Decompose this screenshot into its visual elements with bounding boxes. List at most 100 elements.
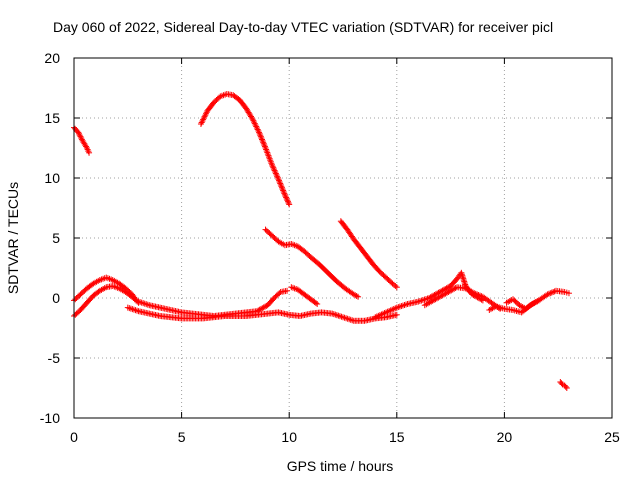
data-point [86,149,93,156]
data-point-interp [558,380,565,387]
data-point [286,201,293,208]
data-point-interp [548,289,555,296]
data-point-interp [277,181,284,188]
x-axis-ticks: 0 5 10 15 20 25 [70,58,620,445]
y-axis-label: SDTVAR / TECUs [5,182,21,294]
data-point-interp [272,169,279,175]
data-point [281,191,288,198]
data-point-interp [253,125,260,131]
data-point-interp [261,142,268,149]
data-point-interp [259,136,266,143]
data-point-interp [258,135,265,142]
data-point-interp [283,194,290,201]
data-point-interp [283,195,290,202]
data-point-interp [280,187,287,194]
plot-frame [73,57,613,419]
data-point-interp [261,143,268,150]
data-point-interp [201,113,208,120]
data-point-interp [76,132,83,139]
data-point-interp [392,283,399,289]
data-point-interp [76,130,83,137]
data-point-interp [279,186,286,193]
y-tick-label: 0 [52,290,60,306]
x-axis-label: GPS time / hours [287,458,394,474]
y-tick-label: 15 [44,110,60,126]
data-point [393,311,400,318]
data-point-interp [251,120,258,127]
data-point [565,290,572,297]
data-point-interp [545,290,552,297]
data-point-interp [255,127,262,134]
data-point [314,301,321,307]
data-point-interp [278,183,285,190]
data-point [275,176,282,183]
data-point-interp [250,117,257,124]
data-point [393,284,400,291]
data-point-interp [276,179,283,186]
data-point-interp [284,197,291,204]
data-point-interp [475,292,482,298]
grid-lines [74,58,612,418]
data-point-interp [200,116,207,123]
data-point-interp [257,132,264,139]
data-point-interp [281,190,288,197]
y-tick-label: 20 [44,50,60,66]
data-point [268,161,275,168]
data-point [75,129,82,136]
data-point-interp [202,112,209,119]
data-point-interp [285,200,292,207]
data-point-interp [256,130,263,137]
data-points [71,91,572,391]
y-tick-label: -5 [48,350,61,366]
data-point-interp [77,133,84,140]
x-tick-label: 25 [604,429,620,445]
data-point-interp [274,173,281,180]
data-point-interp [200,115,207,122]
data-point-interp [269,163,276,170]
data-point-interp [272,170,279,177]
data-point-interp [282,193,289,200]
data-point [197,121,204,127]
data-point [471,290,478,297]
data-point [563,385,570,391]
x-tick-label: 10 [281,429,297,445]
y-tick-label: -10 [40,410,60,426]
data-point-interp [276,177,283,184]
data-point [249,116,256,123]
data-point-interp [83,143,90,150]
data-point-interp [257,133,264,140]
y-axis-ticks: -10 -5 0 5 10 15 20 [40,50,612,426]
x-tick-label: 0 [70,429,78,445]
data-point-interp [252,122,259,129]
data-point-interp [78,135,85,141]
data-point-interp [198,119,205,126]
data-point-interp [274,174,281,181]
y-tick-label: 10 [44,170,60,186]
data-point-interp [284,198,291,205]
data-point-interp [562,383,569,390]
data-point [284,287,291,294]
data-point [256,129,263,136]
data-point-interp [469,289,476,296]
data-point-interp [251,119,258,126]
data-point-interp [253,123,260,130]
data-point-interp [270,166,277,173]
data-point-interp [550,289,557,295]
data-point-interp [273,171,280,178]
data-point [355,293,362,300]
data-point-interp [312,300,319,307]
data-point-interp [474,291,481,298]
data-point [544,291,551,298]
data-point-interp [260,140,267,147]
data-point-interp [353,293,360,299]
data-point-interp [477,292,484,299]
data-point-interp [270,164,277,171]
data-point-interp [547,290,554,297]
data-point-interp [271,167,278,174]
data-point-interp [472,290,479,297]
data-point-interp [259,137,266,144]
x-tick-label: 5 [178,429,186,445]
data-point-interp [199,118,206,125]
